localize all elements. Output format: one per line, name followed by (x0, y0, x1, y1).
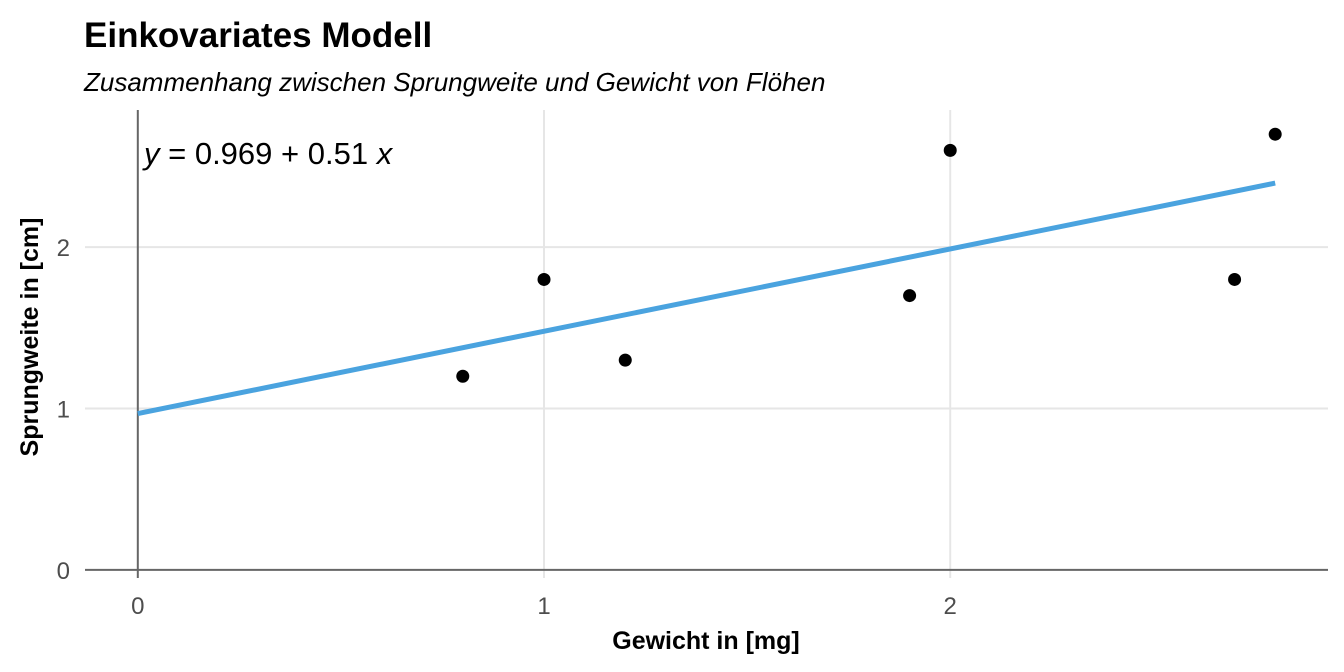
x-tick-label: 1 (537, 593, 550, 620)
equation-body: = 0.969 + 0.51 (160, 136, 377, 171)
y-axis-label: Sprungweite in [cm] (16, 218, 44, 457)
y-tick-label: 1 (57, 397, 70, 424)
regression-equation: y = 0.969 + 0.51 x (142, 136, 394, 171)
x-axis-label: Gewicht in [mg] (612, 627, 800, 655)
axes (85, 110, 1328, 578)
data-point (1268, 127, 1282, 141)
regression-line (137, 180, 1276, 417)
data-point (456, 369, 470, 383)
y-tick-label: 2 (57, 235, 70, 262)
y-tick-label: 0 (57, 558, 70, 585)
data-point (943, 143, 957, 157)
x-tick-label: 2 (944, 593, 957, 620)
data-point (618, 353, 632, 367)
data-point (903, 289, 917, 303)
equation-y: y (142, 136, 162, 171)
chart-subtitle: Zusammenhang zwischen Sprungweite und Ge… (83, 67, 825, 97)
tick-labels: 0 1 2 0 1 2 (57, 235, 957, 620)
data-points (456, 127, 1282, 383)
data-point (537, 272, 551, 286)
x-tick-label: 0 (131, 593, 144, 620)
grid-lines (85, 110, 1328, 578)
regression-layer (137, 180, 1276, 417)
chart-title: Einkovariates Modell (84, 16, 432, 55)
data-point (1228, 272, 1242, 286)
equation-x: x (375, 136, 394, 171)
